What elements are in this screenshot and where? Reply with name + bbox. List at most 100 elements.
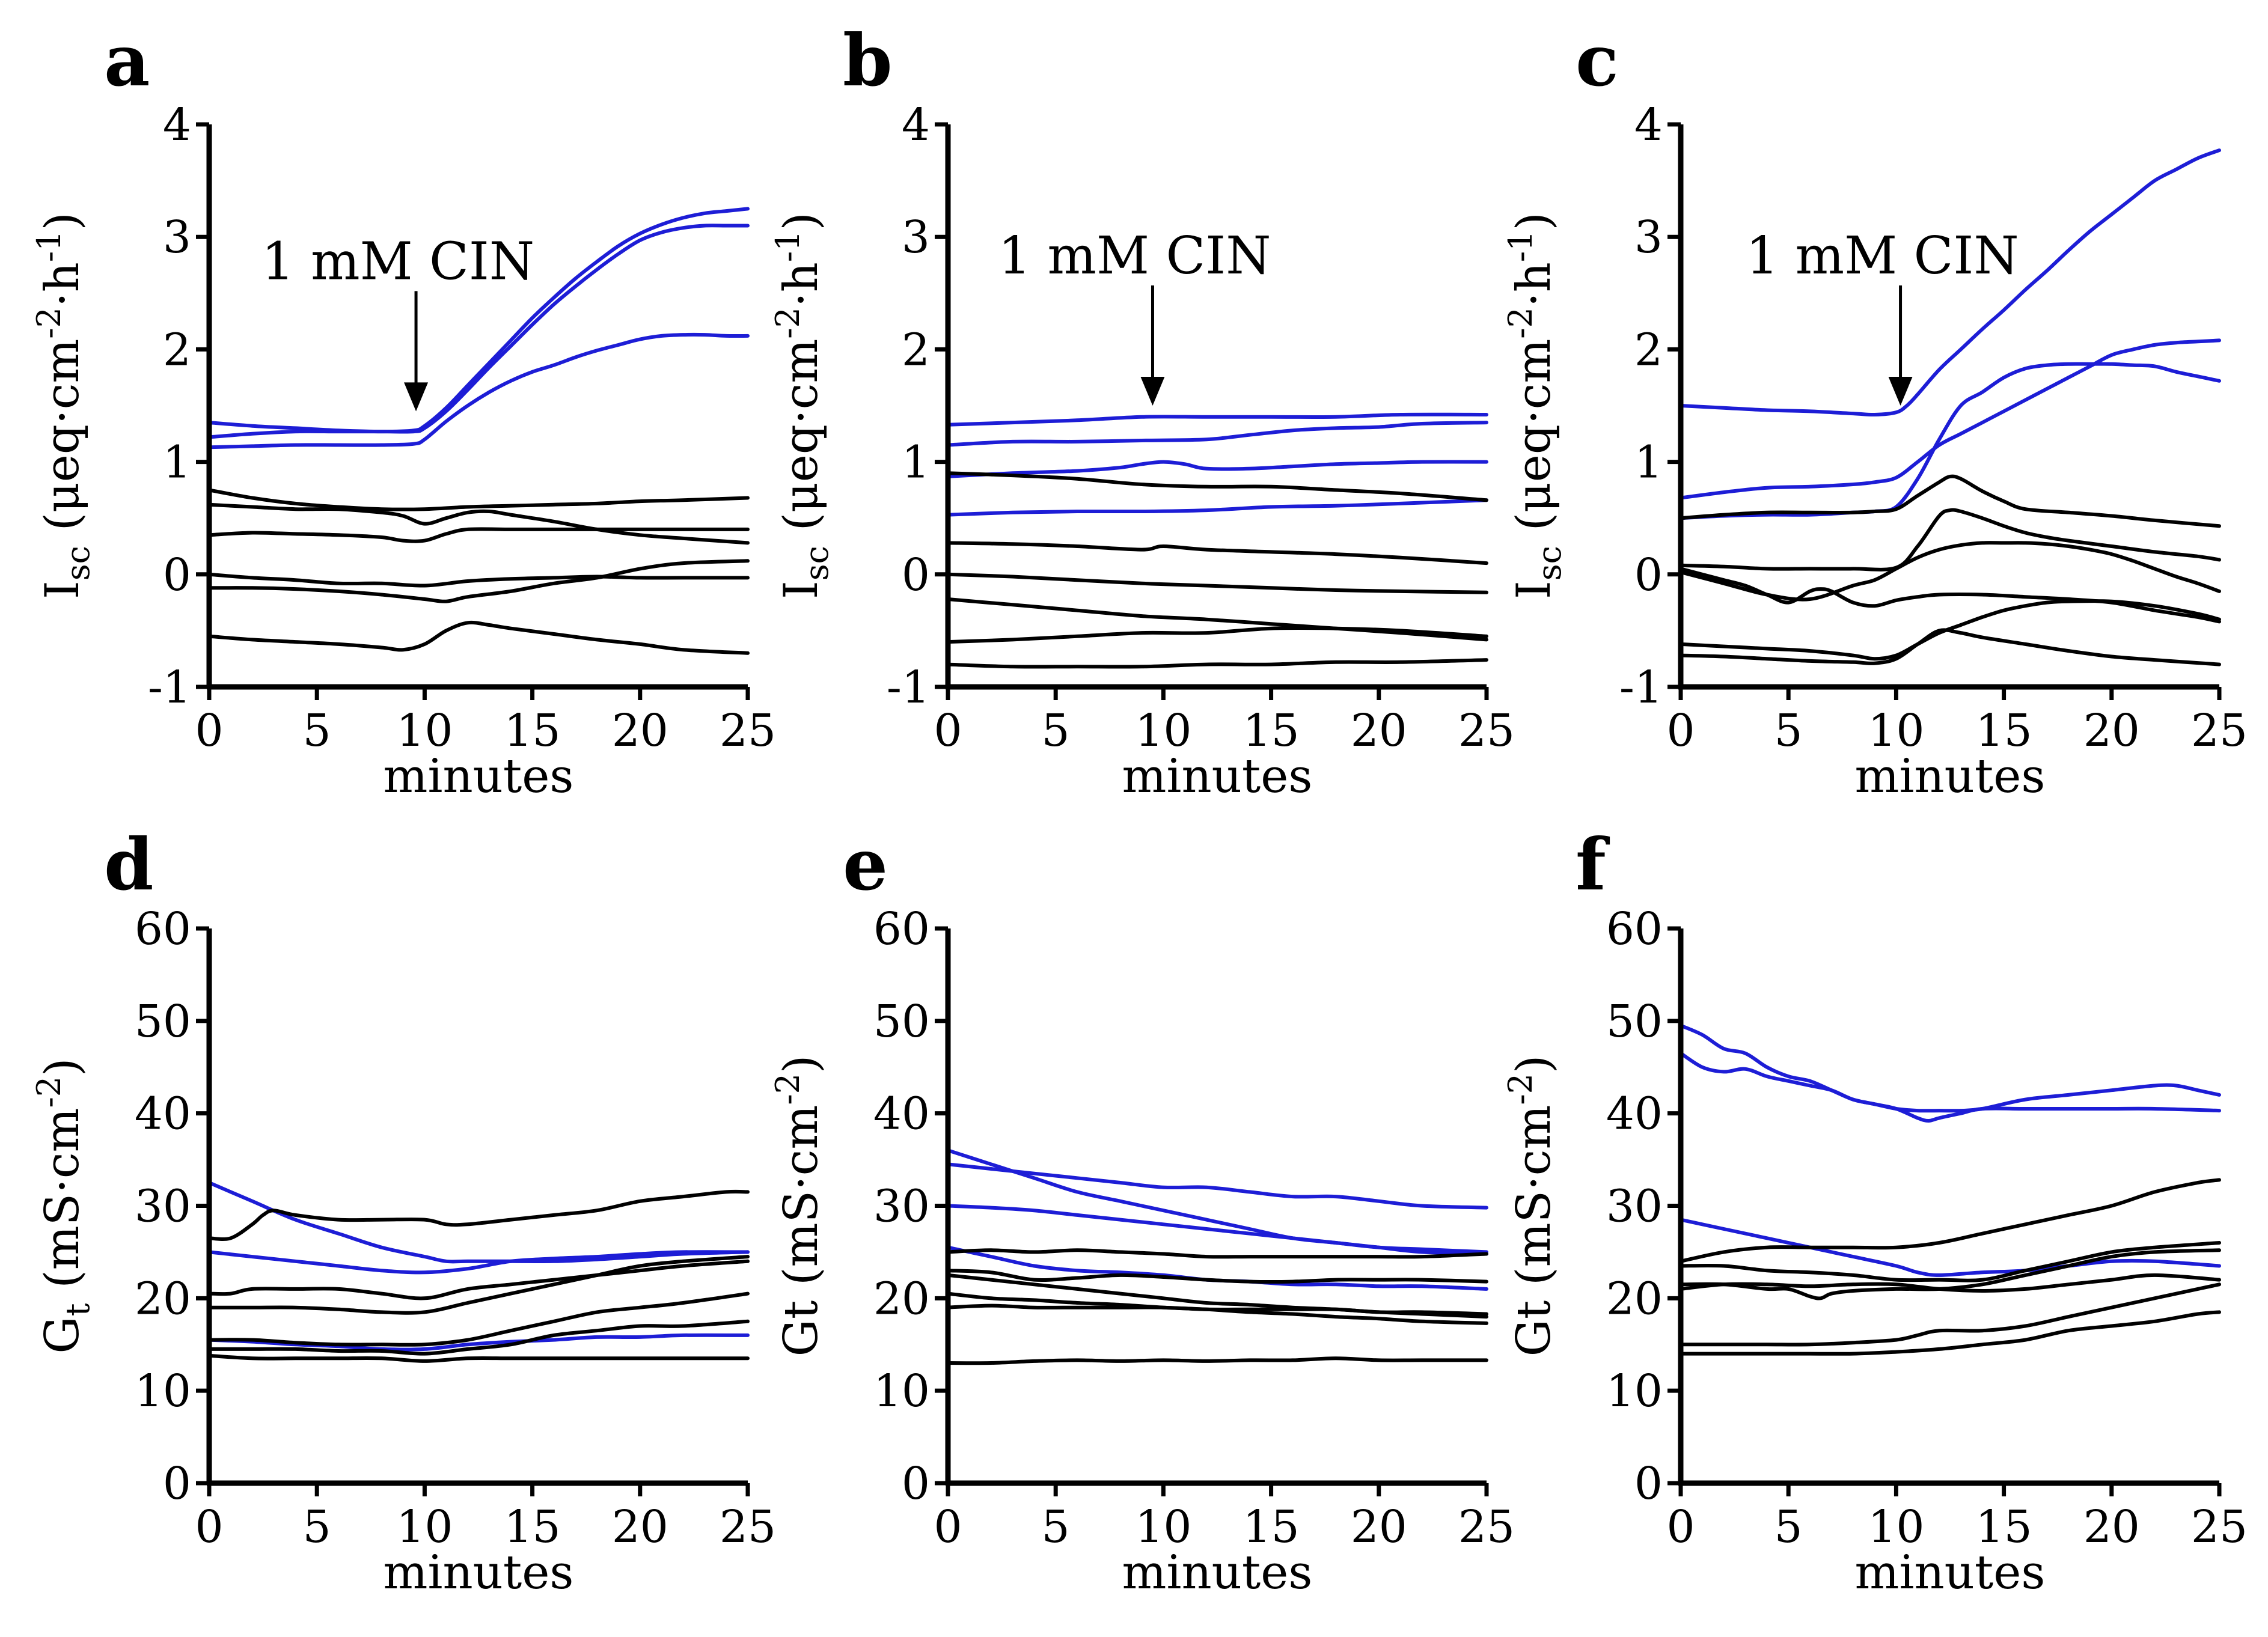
series-line-control-9	[1679, 628, 2221, 666]
y-axis-units: (μeq·cm	[774, 339, 828, 546]
annotation-arrow-head	[1888, 377, 1913, 406]
y-tick-label: 50	[135, 996, 191, 1047]
x-axis-title: minutes	[1122, 1546, 1313, 1600]
y-axis-subscript: sc	[798, 546, 836, 581]
y-tick-label: 60	[1606, 903, 1663, 955]
axes: 0 10 20 30 40 50 60 0 5 10 15 20 25	[873, 903, 1515, 1553]
y-tick-label: 4	[163, 99, 191, 151]
series-group	[1679, 1023, 2221, 1356]
x-axis-title: minutes	[384, 749, 574, 803]
y-axis-units: )	[1507, 1055, 1561, 1073]
annotation-label: 1 mM CIN	[261, 231, 534, 291]
y-tick-label: 2	[1634, 324, 1663, 376]
series-group	[946, 1148, 1488, 1365]
y-tick-label: 20	[1606, 1273, 1663, 1325]
series-line-control-5	[1679, 1241, 2221, 1282]
y-tick-label: 1	[1634, 437, 1663, 489]
y-tick-label: 0	[902, 1458, 930, 1510]
y-axis-superscript: -2	[1502, 307, 1539, 339]
x-tick-label: 25	[1458, 1501, 1515, 1553]
x-tick-label: 25	[2191, 705, 2248, 757]
panel-letter: c	[1576, 19, 1619, 102]
x-tick-label: 25	[1458, 705, 1515, 757]
series-line-treated-2	[1679, 1051, 2221, 1123]
y-tick-label: 0	[1634, 1458, 1663, 1510]
y-axis-symbol: I	[1507, 581, 1561, 599]
axes: 0 10 20 30 40 50 60 0 5 10 15 20 25	[1606, 903, 2248, 1553]
series-line-control-8	[1679, 1282, 2221, 1347]
panel-letter: d	[104, 823, 154, 906]
x-tick-label: 0	[195, 705, 223, 757]
y-tick-label: 0	[163, 1458, 191, 1510]
y-axis-symbol: G	[35, 1316, 90, 1353]
y-tick-label: 60	[873, 903, 930, 955]
series-line-control-8	[207, 559, 750, 603]
x-tick-label: 0	[195, 1501, 223, 1553]
y-axis-units: ·h	[1507, 262, 1561, 307]
y-tick-label: 3	[163, 212, 191, 263]
y-tick-label: 10	[873, 1365, 930, 1417]
x-tick-label: 25	[2191, 1501, 2248, 1553]
annotation: 1 mM CIN	[1746, 226, 2019, 406]
y-tick-label: 20	[873, 1273, 930, 1325]
x-tick-label: 15	[1243, 1501, 1300, 1553]
x-tick-label: 10	[396, 705, 453, 757]
y-tick-label: 30	[1606, 1181, 1663, 1233]
y-tick-label: 10	[1606, 1365, 1663, 1417]
y-tick-label: 60	[135, 903, 191, 955]
y-axis-symbol: Gt	[774, 1300, 828, 1357]
y-axis-superscript: -2	[1502, 1073, 1539, 1105]
x-tick-label: 15	[504, 705, 561, 757]
y-tick-label: 1	[163, 437, 191, 489]
series-line-control-6	[946, 1269, 1488, 1284]
y-tick-label: 4	[1634, 99, 1663, 151]
y-axis-symbol: I	[774, 581, 828, 599]
series-line-control-5	[946, 1248, 1488, 1259]
y-axis-superscript: -2	[769, 307, 807, 339]
y-axis-superscript: -1	[769, 230, 807, 262]
series-line-control-8	[1679, 599, 2221, 661]
y-tick-label: 40	[135, 1088, 191, 1140]
y-axis-units: (mS·cm	[774, 1105, 828, 1300]
y-tick-label: 50	[1606, 996, 1663, 1047]
x-tick-label: 10	[1868, 1501, 1924, 1553]
series-line-control-8	[207, 1319, 750, 1356]
y-axis-units: )	[774, 212, 828, 230]
x-tick-label: 20	[612, 1501, 668, 1553]
y-axis-superscript: -1	[1502, 230, 1539, 262]
x-tick-label: 25	[720, 1501, 776, 1553]
series-line-control-6	[1679, 541, 2221, 602]
y-tick-label: 50	[873, 996, 930, 1047]
x-axis-title: minutes	[1122, 749, 1313, 803]
series-line-control-9	[1679, 1310, 2221, 1356]
y-axis-title: Gt (mS·cm-2)	[1502, 1055, 1561, 1357]
y-axis-title: Isc (μeq·cm-2·h-1)	[769, 212, 836, 599]
series-line-treated-1	[946, 412, 1488, 427]
panel-f: 0 10 20 30 40 50 60 0 5 10 15 20 25 minutes Gt (mS·cm-…	[1502, 823, 2248, 1600]
series-line-control-6	[207, 1255, 750, 1315]
series-group	[1679, 148, 2221, 666]
annotation-label: 1 mM CIN	[998, 226, 1271, 286]
y-tick-label: -1	[148, 662, 191, 713]
x-tick-label: 10	[396, 1501, 453, 1553]
y-axis-units: )	[1507, 212, 1561, 230]
x-tick-label: 15	[504, 1501, 561, 1553]
y-tick-label: 2	[902, 324, 930, 376]
y-tick-label: 30	[873, 1181, 930, 1233]
series-line-control-5	[1679, 508, 2221, 572]
x-tick-label: 15	[1243, 705, 1300, 757]
x-tick-label: 15	[1976, 1501, 2032, 1553]
y-axis-symbol: Gt	[1507, 1300, 1561, 1357]
x-axis-title: minutes	[1855, 749, 2046, 803]
series-line-control-7	[946, 572, 1488, 594]
panel-d: 0 10 20 30 40 50 60 0 5 10 15 20 25 minutes Gt (mS·cm-…	[30, 823, 776, 1600]
y-axis-units: (μeq·cm	[1507, 339, 1561, 546]
series-line-treated-1	[1679, 148, 2221, 417]
series-line-treated-3	[207, 332, 750, 450]
y-tick-label: 3	[902, 212, 930, 263]
series-line-treated-1	[946, 1148, 1488, 1256]
y-axis-superscript: -1	[30, 230, 68, 262]
series-group	[207, 1181, 750, 1363]
